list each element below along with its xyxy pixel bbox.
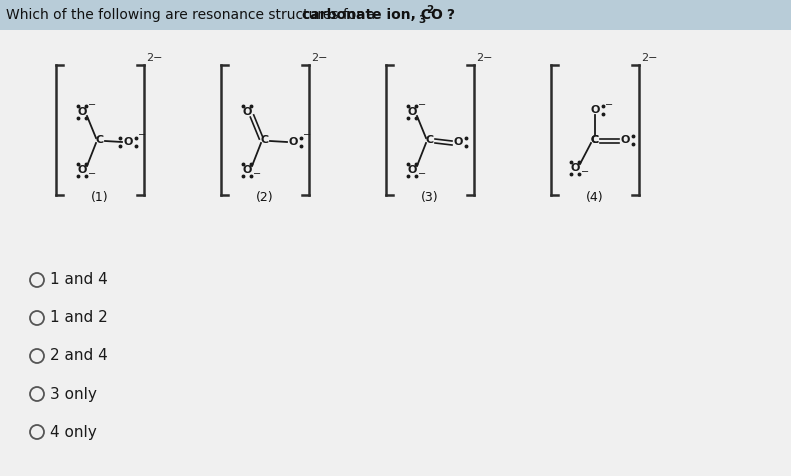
Text: O: O — [407, 165, 417, 175]
Text: 2-: 2- — [426, 5, 437, 15]
Text: ?: ? — [442, 8, 455, 22]
FancyBboxPatch shape — [0, 0, 791, 30]
Text: C: C — [426, 135, 434, 145]
Text: −: − — [253, 169, 261, 179]
Text: C: C — [591, 135, 599, 145]
Text: 2−: 2− — [311, 53, 327, 63]
Text: −: − — [605, 100, 613, 110]
Text: O: O — [242, 107, 252, 117]
Text: (3): (3) — [421, 191, 439, 205]
Text: O: O — [78, 107, 87, 117]
Text: 2 and 4: 2 and 4 — [50, 348, 108, 364]
Text: C: C — [96, 135, 104, 145]
Text: O: O — [570, 163, 580, 173]
Text: 2−: 2− — [641, 53, 657, 63]
Text: (4): (4) — [586, 191, 604, 205]
Text: C: C — [261, 135, 269, 145]
Text: −: − — [418, 100, 426, 110]
Text: O: O — [407, 107, 417, 117]
Text: carbonate ion, CO: carbonate ion, CO — [302, 8, 443, 22]
Text: (1): (1) — [91, 191, 109, 205]
Text: 3: 3 — [418, 15, 426, 25]
Text: 1 and 4: 1 and 4 — [50, 272, 108, 288]
Text: −: − — [88, 169, 97, 179]
Text: −: − — [581, 167, 589, 177]
Text: O: O — [242, 165, 252, 175]
Text: (2): (2) — [256, 191, 274, 205]
Text: C: C — [591, 135, 599, 145]
Text: Which of the following are resonance structures for a: Which of the following are resonance str… — [6, 8, 380, 22]
Text: 4 only: 4 only — [50, 425, 97, 439]
Text: O: O — [288, 137, 297, 147]
Text: O: O — [123, 137, 133, 147]
Text: −: − — [303, 130, 311, 140]
FancyBboxPatch shape — [0, 30, 791, 476]
Text: 3 only: 3 only — [50, 387, 97, 401]
Text: O: O — [78, 165, 87, 175]
Text: O: O — [620, 135, 630, 145]
Text: O: O — [453, 137, 463, 147]
Text: −: − — [138, 130, 146, 140]
Text: 1 and 2: 1 and 2 — [50, 310, 108, 326]
Text: 2−: 2− — [476, 53, 493, 63]
Text: −: − — [418, 169, 426, 179]
Text: 2−: 2− — [146, 53, 162, 63]
Text: O: O — [590, 105, 600, 115]
Text: −: − — [88, 100, 97, 110]
